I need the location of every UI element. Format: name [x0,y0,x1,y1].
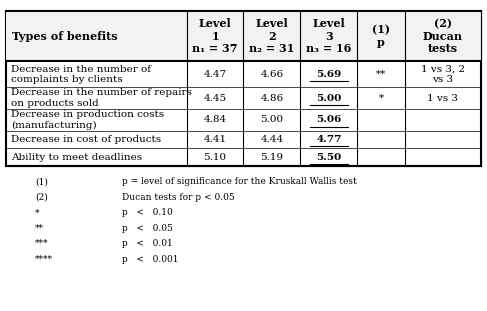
Text: p   <   0.10: p < 0.10 [122,208,173,217]
Text: 5.69: 5.69 [316,70,341,79]
Text: 4.44: 4.44 [261,135,283,144]
Text: (2)
Ducan
tests: (2) Ducan tests [423,18,463,54]
Text: ****: **** [35,254,53,263]
Text: ***: *** [35,239,49,248]
Text: Decrease in the number of
complaints by clients: Decrease in the number of complaints by … [11,65,151,84]
Text: 4.66: 4.66 [261,70,283,79]
Text: **: ** [376,70,386,79]
Text: 4.86: 4.86 [261,94,283,103]
Text: Level
1
n₁ = 37: Level 1 n₁ = 37 [192,18,238,54]
Bar [6,11,481,62]
Text: 4.47: 4.47 [204,70,226,79]
Text: 5.06: 5.06 [316,115,341,124]
Text: Level
2
n₂ = 31: Level 2 n₂ = 31 [249,18,295,54]
Text: Ducan tests for p < 0.05: Ducan tests for p < 0.05 [122,193,235,202]
Text: (2): (2) [35,193,48,202]
Text: Decrease in the number of repairs
on products sold: Decrease in the number of repairs on pro… [11,88,192,108]
Text: 4.77: 4.77 [316,135,341,144]
Text: p = level of significance for the Kruskall Wallis test: p = level of significance for the Kruska… [122,178,357,187]
Text: 5.00: 5.00 [261,115,283,124]
Text: (1)
p: (1) p [372,24,390,48]
Text: 5.00: 5.00 [316,94,341,103]
Text: Ability to meet deadlines: Ability to meet deadlines [11,152,142,161]
Text: 5.50: 5.50 [316,152,341,161]
Text: 4.41: 4.41 [204,135,226,144]
Text: 4.84: 4.84 [204,115,226,124]
Text: (1): (1) [35,178,48,187]
Text: 5.19: 5.19 [261,152,283,161]
Text: Level
3
n₃ = 16: Level 3 n₃ = 16 [306,18,352,54]
Text: Types of benefits: Types of benefits [12,30,118,42]
Text: *: * [35,208,40,217]
Text: p   <   0.01: p < 0.01 [122,239,173,248]
Text: **: ** [35,224,44,233]
Text: 1 vs 3: 1 vs 3 [427,94,458,103]
Text: 5.10: 5.10 [204,152,226,161]
Text: p   <   0.05: p < 0.05 [122,224,173,233]
Bar [6,11,481,166]
Text: *: * [378,94,384,103]
Text: 1 vs 3, 2
vs 3: 1 vs 3, 2 vs 3 [421,65,465,84]
Text: p   <   0.001: p < 0.001 [122,254,179,263]
Text: Decrease in production costs
(manufacturing): Decrease in production costs (manufactur… [11,110,164,130]
Text: 4.45: 4.45 [204,94,226,103]
Text: Decrease in cost of products: Decrease in cost of products [11,135,161,144]
